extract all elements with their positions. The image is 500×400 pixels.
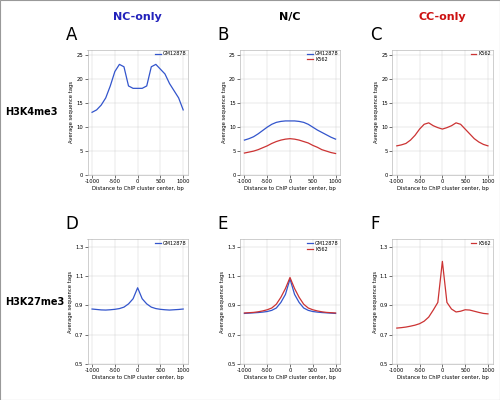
Y-axis label: Average sequence tags: Average sequence tags [70, 81, 74, 143]
X-axis label: Distance to ChIP cluster center, bp: Distance to ChIP cluster center, bp [244, 375, 336, 380]
X-axis label: Distance to ChIP cluster center, bp: Distance to ChIP cluster center, bp [396, 186, 488, 191]
X-axis label: Distance to ChIP cluster center, bp: Distance to ChIP cluster center, bp [92, 186, 184, 191]
Legend: K562: K562 [470, 240, 492, 246]
Text: H3K4me3: H3K4me3 [5, 107, 58, 117]
Text: B: B [218, 26, 229, 44]
X-axis label: Distance to ChIP cluster center, bp: Distance to ChIP cluster center, bp [244, 186, 336, 191]
Text: E: E [218, 215, 228, 233]
Legend: GM12878: GM12878 [154, 240, 187, 246]
Text: NC-only: NC-only [113, 12, 162, 22]
Y-axis label: Average sequence tags: Average sequence tags [220, 271, 226, 333]
Text: N/C: N/C [280, 12, 301, 22]
X-axis label: Distance to ChIP cluster center, bp: Distance to ChIP cluster center, bp [92, 375, 184, 380]
Y-axis label: Average sequence tags: Average sequence tags [68, 271, 73, 333]
Y-axis label: Average sequence tags: Average sequence tags [374, 81, 380, 143]
Legend: GM12878: GM12878 [154, 51, 187, 57]
Text: C: C [370, 26, 382, 44]
Legend: GM12878, K562: GM12878, K562 [307, 51, 339, 63]
Text: F: F [370, 215, 380, 233]
Legend: K562: K562 [470, 51, 492, 57]
Legend: GM12878, K562: GM12878, K562 [307, 240, 339, 252]
Text: A: A [66, 26, 77, 44]
X-axis label: Distance to ChIP cluster center, bp: Distance to ChIP cluster center, bp [396, 375, 488, 380]
Y-axis label: Average sequence tags: Average sequence tags [372, 271, 378, 333]
Text: CC-only: CC-only [418, 12, 466, 22]
Y-axis label: Average sequence tags: Average sequence tags [222, 81, 227, 143]
Text: H3K27me3: H3K27me3 [5, 297, 64, 307]
Text: D: D [66, 215, 78, 233]
